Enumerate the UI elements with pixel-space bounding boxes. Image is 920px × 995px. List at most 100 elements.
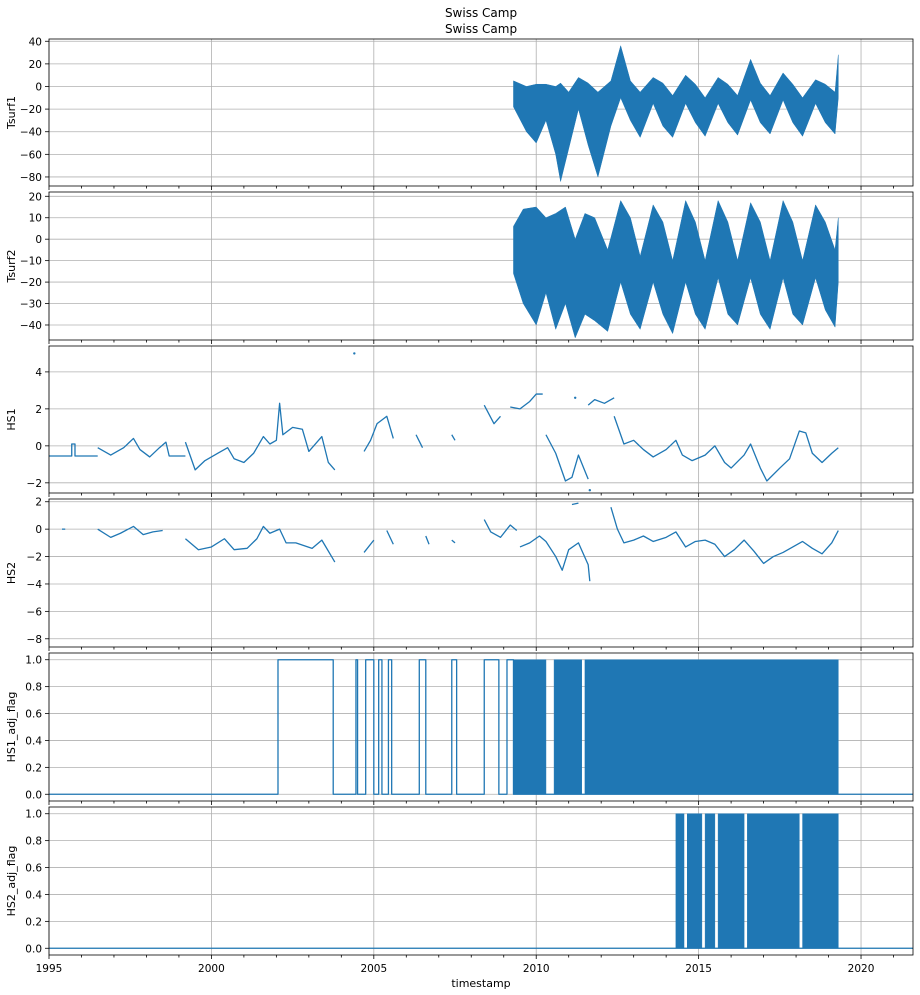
x-tick-label: 2010 — [523, 963, 550, 975]
data-band — [513, 199, 839, 339]
x-tick-label: 2015 — [685, 963, 712, 975]
subplot-5: 1.0 0.8 0.6 0.4 0.2 0.0 HS1_adj_flag — [5, 652, 914, 805]
y-tick-label: 0 — [35, 81, 42, 93]
flag-dense-block — [584, 659, 839, 795]
figure-title-line-1: Swiss Camp — [445, 6, 517, 20]
y-tick-label: −20 — [20, 104, 42, 116]
y-tick-label: 20 — [29, 59, 42, 71]
axes-frame — [48, 806, 914, 956]
series-HS2 — [61, 502, 839, 582]
y-tick-label: 2 — [35, 404, 42, 416]
axes-frame — [48, 38, 914, 187]
flag-dense-block — [675, 813, 685, 949]
y-tick-label: 0 — [35, 441, 42, 453]
y-axis-label: Tsurf2 — [5, 250, 18, 284]
data-point — [588, 489, 592, 492]
data-point — [353, 352, 356, 355]
data-line-segment — [451, 434, 456, 441]
flag-dense-block — [513, 659, 547, 795]
y-tick-label: −40 — [20, 127, 42, 139]
y-axis-label: Tsurf1 — [5, 96, 18, 130]
x-tick-label: 1995 — [36, 963, 63, 975]
data-line-segment — [483, 404, 501, 425]
data-line-segment — [610, 507, 839, 565]
y-tick-label: 0.2 — [25, 916, 42, 928]
subplot-stack: 40200−20−40−60−80Tsurf120100−10−20−30−40… — [5, 36, 914, 975]
data-line-segment — [425, 535, 430, 545]
x-tick-labels: 1995 2000 2005 2010 2015 2020 — [36, 963, 875, 975]
data-line-segment — [510, 393, 543, 410]
series-HS1 — [49, 352, 839, 492]
y-axis-label: HS1_adj_flag — [5, 692, 18, 763]
data-band — [513, 44, 839, 182]
data-line-segment — [363, 415, 394, 452]
data-line-segment — [483, 519, 518, 539]
y-tick-label: −6 — [27, 606, 43, 618]
data-line-segment — [519, 535, 591, 582]
y-tick-label: 40 — [29, 36, 42, 48]
y-tick-label: 0.6 — [25, 709, 42, 721]
data-line-segment — [415, 434, 424, 448]
y-tick-label: −2 — [27, 552, 42, 564]
y-tick-label: 0.2 — [25, 762, 42, 774]
series-Tsurf1 — [513, 44, 839, 182]
flag-dense-block — [553, 659, 582, 795]
subplot-1: 40 20 0 −20 −40 −60 −80 Tsurf1 — [5, 36, 914, 190]
flag-dense-block — [704, 813, 716, 949]
data-line-segment — [185, 525, 336, 563]
y-tick-label: −60 — [20, 149, 42, 161]
y-tick-label: 0.8 — [25, 682, 42, 694]
y-tick-label: 1.0 — [25, 809, 42, 821]
y-tick-label: 0 — [35, 524, 42, 536]
axes-frame — [48, 652, 914, 802]
y-tick-label: −2 — [27, 478, 42, 490]
data-line-segment — [613, 416, 839, 482]
gridlines — [48, 499, 913, 647]
y-tick-label: 0 — [35, 234, 42, 246]
subplot-3: 4 2 0 −2 HS1 — [5, 345, 914, 497]
data-line-segment — [587, 397, 615, 406]
y-tick-label: 1.0 — [25, 655, 42, 667]
data-line-segment — [386, 530, 394, 545]
axes-frame — [48, 498, 914, 648]
y-axis-label: HS1 — [5, 408, 18, 430]
subplot-6: 1.0 0.8 0.6 0.4 0.2 0.0 HS2_adj_flag — [5, 806, 914, 959]
data-line-segment — [571, 502, 579, 506]
y-tick-label: 0.4 — [25, 889, 42, 901]
y-tick-label: 10 — [29, 213, 42, 225]
y-tick-label: −30 — [20, 299, 42, 311]
x-tick-label: 2005 — [360, 963, 387, 975]
data-line-segment — [97, 525, 163, 539]
axes-frame — [48, 191, 914, 341]
y-tick-label: −80 — [20, 172, 42, 184]
series-HS2_adj_flag — [49, 813, 913, 949]
x-axis-label: timestamp — [451, 977, 510, 990]
flag-dense-block — [687, 813, 703, 949]
series-Tsurf2 — [513, 199, 839, 339]
subplot-2: 20 10 0 −10 −20 −30 −40 Tsurf2 — [5, 191, 914, 344]
data-line-segment — [545, 434, 589, 482]
y-tick-label: −4 — [27, 579, 43, 591]
subplot-4: 2 0 −2 −4 −6 −8 HS2 — [5, 497, 914, 651]
y-tick-label: −10 — [20, 256, 42, 268]
flag-dense-block — [717, 813, 745, 949]
x-tick-label: 2000 — [198, 963, 225, 975]
gridlines — [48, 346, 913, 493]
y-axis-label: HS2_adj_flag — [5, 846, 18, 917]
y-tick-label: 0.0 — [25, 789, 42, 801]
data-line-segment — [363, 539, 375, 553]
x-tick-label: 2020 — [848, 963, 875, 975]
y-tick-label: 0.6 — [25, 863, 42, 875]
y-tick-label: −20 — [20, 277, 42, 289]
data-line-segment — [97, 437, 186, 458]
series-HS1_adj_flag — [49, 659, 913, 795]
flag-dense-block — [802, 813, 839, 949]
data-line-segment — [49, 443, 98, 457]
figure-title-line-2: Swiss Camp — [445, 22, 517, 36]
data-point — [573, 396, 577, 399]
axes-frame — [48, 345, 914, 494]
data-line-segment — [451, 539, 456, 544]
flag-step-line — [49, 659, 913, 795]
y-tick-label: 0.8 — [25, 836, 42, 848]
